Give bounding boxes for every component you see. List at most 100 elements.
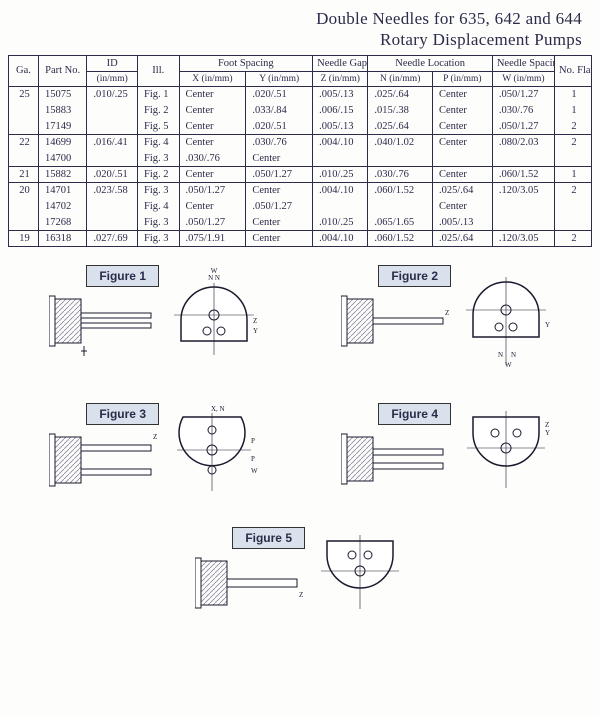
cell-z: .004/.10 [313, 134, 368, 150]
cell-n [368, 150, 433, 166]
table-row: 14700Fig. 3.030/.76Center [9, 150, 592, 166]
cell-part: 14700 [38, 150, 86, 166]
svg-text:Z: Z [445, 309, 449, 317]
cell-flats: 2 [555, 230, 592, 246]
cell-ill: Fig. 3 [138, 214, 179, 230]
cell-ill: Fig. 3 [138, 230, 179, 246]
cell-ga [9, 214, 39, 230]
cell-w: .080/2.03 [492, 134, 554, 150]
cell-y: .020/.51 [246, 118, 313, 134]
cell-ga: 25 [9, 86, 39, 102]
cell-n: .015/.38 [368, 102, 433, 118]
cell-x: .075/1.91 [179, 230, 246, 246]
col-loc: Needle Location [368, 55, 492, 71]
svg-text:Z: Z [153, 433, 157, 441]
cell-z: .004/.10 [313, 230, 368, 246]
cell-id [87, 118, 138, 134]
table-row: 14702Fig. 4Center.050/1.27Center [9, 198, 592, 214]
cell-flats: 2 [555, 134, 592, 150]
cell-id [87, 150, 138, 166]
cell-p: .025/.64 [432, 230, 492, 246]
svg-text:Y: Y [545, 429, 550, 437]
cell-n: .065/1.65 [368, 214, 433, 230]
figure-2-label: Figure 2 [378, 265, 451, 287]
cell-z: .010/.25 [313, 166, 368, 182]
cell-ga [9, 198, 39, 214]
cell-part: 14702 [38, 198, 86, 214]
col-spc: Needle Spacing [492, 55, 554, 71]
figure-2-top-icon: NN W Y [461, 265, 551, 375]
cell-p: Center [432, 198, 492, 214]
cell-ga: 20 [9, 182, 39, 198]
col-gap-z: Z (in/mm) [313, 71, 368, 86]
cell-flats: 1 [555, 166, 592, 182]
cell-part: 15883 [38, 102, 86, 118]
cell-ga: 19 [9, 230, 39, 246]
cell-id: .023/.58 [87, 182, 138, 198]
figure-1: Figure 1 W N N Y Z [49, 265, 259, 375]
cell-n: .040/1.02 [368, 134, 433, 150]
figure-2-side-icon: Z [341, 291, 451, 361]
cell-id [87, 198, 138, 214]
col-foot-y: Y (in/mm) [246, 71, 313, 86]
cell-n: .060/1.52 [368, 182, 433, 198]
svg-text:N: N [511, 351, 516, 359]
figure-5-top-icon [315, 527, 405, 617]
cell-x: Center [179, 166, 246, 182]
cell-part: 14699 [38, 134, 86, 150]
cell-z: .004/.10 [313, 182, 368, 198]
cell-w: .050/1.27 [492, 118, 554, 134]
figure-3: Figure 3 Z X, N P P W [49, 403, 259, 499]
page-title: Double Needles for 635, 642 and 644 Rota… [8, 8, 582, 51]
cell-y: Center [246, 150, 313, 166]
cell-x: Center [179, 134, 246, 150]
cell-w: .060/1.52 [492, 166, 554, 182]
figure-4-side-icon [341, 429, 451, 499]
cell-x: .030/.76 [179, 150, 246, 166]
cell-ga: 22 [9, 134, 39, 150]
cell-ill: Fig. 4 [138, 134, 179, 150]
cell-p [432, 150, 492, 166]
cell-flats: 1 [555, 102, 592, 118]
cell-y: Center [246, 230, 313, 246]
cell-ga: 21 [9, 166, 39, 182]
cell-n: .060/1.52 [368, 230, 433, 246]
cell-w: .030/.76 [492, 102, 554, 118]
cell-flats [555, 198, 592, 214]
needle-spec-table: Ga. Part No. ID Ill. Foot Spacing Needle… [8, 55, 592, 247]
figure-1-side-icon [49, 291, 159, 361]
cell-flats [555, 214, 592, 230]
col-gap: Needle Gap [313, 55, 368, 71]
svg-text:X, N: X, N [211, 405, 225, 413]
cell-flats: 1 [555, 86, 592, 102]
svg-text:Y: Y [545, 321, 550, 329]
cell-x: Center [179, 102, 246, 118]
cell-x: .050/1.27 [179, 214, 246, 230]
table-row: 17149Fig. 5Center.020/.51.005/.13.025/.6… [9, 118, 592, 134]
svg-text:N N: N N [208, 274, 220, 282]
col-ga: Ga. [9, 55, 39, 86]
svg-text:W: W [505, 361, 512, 369]
cell-ill: Fig. 3 [138, 182, 179, 198]
figure-5-side-icon: Z [195, 553, 305, 623]
svg-text:P: P [251, 455, 255, 463]
cell-w: .120/3.05 [492, 182, 554, 198]
cell-part: 15075 [38, 86, 86, 102]
cell-id: .027/.69 [87, 230, 138, 246]
title-line-2: Rotary Displacement Pumps [380, 30, 582, 49]
figure-3-top-icon: X, N P P W [169, 403, 259, 498]
cell-id [87, 102, 138, 118]
cell-id: .020/.51 [87, 166, 138, 182]
cell-p: .005/.13 [432, 214, 492, 230]
cell-p: Center [432, 166, 492, 182]
cell-y: .030/.76 [246, 134, 313, 150]
cell-p: Center [432, 118, 492, 134]
figure-4-label: Figure 4 [378, 403, 451, 425]
cell-w [492, 214, 554, 230]
table-row: 1916318.027/.69Fig. 3.075/1.91Center.004… [9, 230, 592, 246]
col-loc-p: P (in/mm) [432, 71, 492, 86]
cell-z: .006/.15 [313, 102, 368, 118]
table-row: 17268Fig. 3.050/1.27Center.010/.25.065/1… [9, 214, 592, 230]
cell-y: .050/1.27 [246, 166, 313, 182]
cell-z: .010/.25 [313, 214, 368, 230]
